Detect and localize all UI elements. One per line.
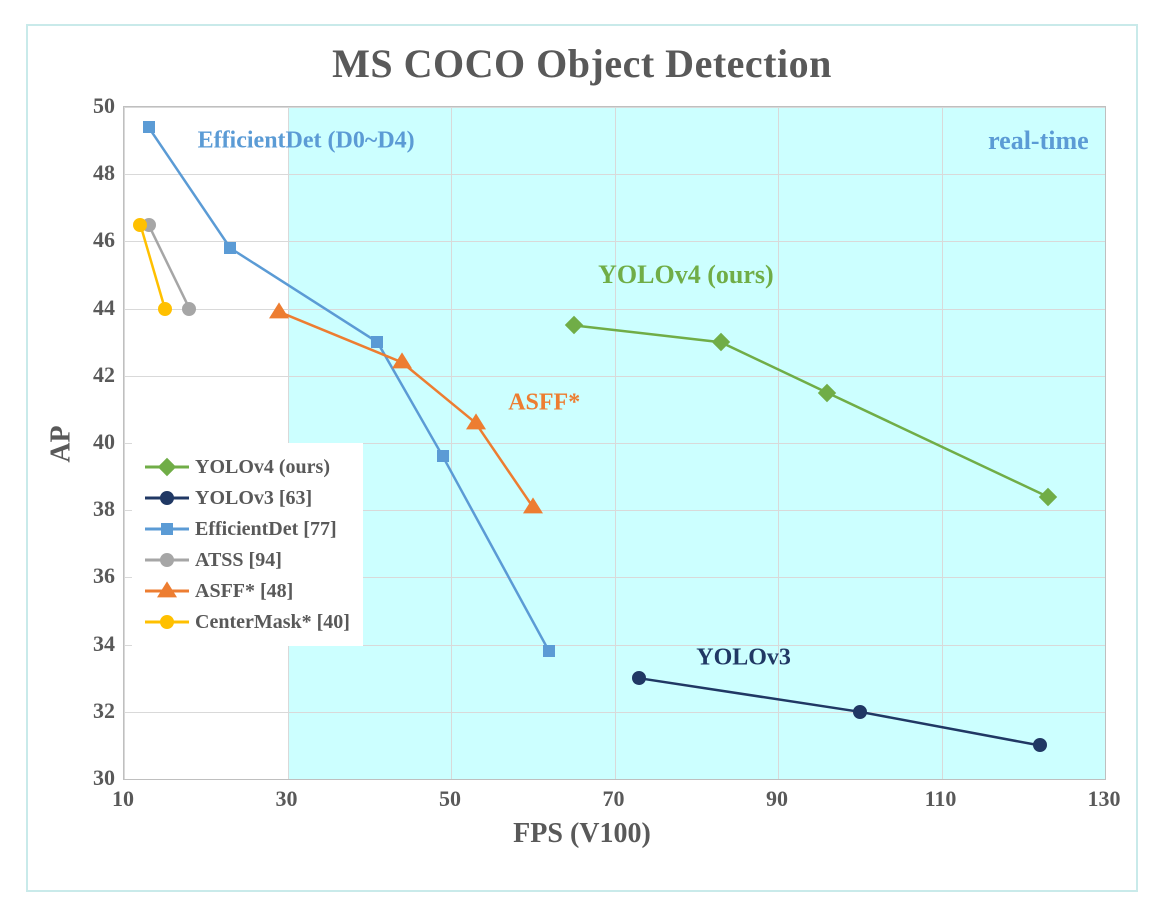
marker-square-icon bbox=[161, 523, 173, 535]
y-tick: 40 bbox=[85, 429, 115, 455]
legend-swatch bbox=[145, 579, 189, 603]
x-tick: 70 bbox=[603, 786, 625, 812]
x-tick: 90 bbox=[766, 786, 788, 812]
marker-circle-icon bbox=[142, 218, 156, 232]
plot-area: EfficientDet (D0~D4)real-timeYOLOv4 (our… bbox=[123, 106, 1106, 780]
legend-swatch bbox=[145, 486, 189, 510]
legend-label: YOLOv4 (ours) bbox=[195, 456, 330, 479]
grid-line-v bbox=[1105, 107, 1106, 779]
marker-diamond-icon bbox=[158, 458, 176, 476]
marker-circle-icon bbox=[158, 302, 172, 316]
x-tick: 30 bbox=[276, 786, 298, 812]
legend-swatch bbox=[145, 610, 189, 634]
x-tick: 130 bbox=[1088, 786, 1121, 812]
legend-label: ATSS [94] bbox=[195, 549, 282, 572]
series-line-atss bbox=[149, 225, 190, 309]
y-axis-label: AP bbox=[46, 425, 78, 462]
y-tick: 48 bbox=[85, 160, 115, 186]
legend-row-asff: ASFF* [48] bbox=[145, 577, 350, 605]
y-tick: 44 bbox=[85, 295, 115, 321]
marker-circle-icon bbox=[182, 302, 196, 316]
y-tick: 46 bbox=[85, 227, 115, 253]
marker-circle-icon bbox=[160, 553, 174, 567]
y-tick: 50 bbox=[85, 93, 115, 119]
legend-row-centermask: CenterMask* [40] bbox=[145, 608, 350, 636]
marker-triangle-icon bbox=[269, 302, 289, 318]
grid-line-v bbox=[124, 107, 125, 779]
chart-frame: MS COCO Object Detection EfficientDet (D… bbox=[26, 24, 1138, 892]
x-tick: 110 bbox=[925, 786, 957, 812]
realtime-region bbox=[288, 107, 1106, 779]
legend-row-efficientdet: EfficientDet [77] bbox=[145, 515, 350, 543]
marker-square-icon bbox=[143, 121, 155, 133]
legend-label: YOLOv3 [63] bbox=[195, 487, 312, 510]
legend-swatch bbox=[145, 548, 189, 572]
marker-square-icon bbox=[224, 242, 236, 254]
legend-label: CenterMask* [40] bbox=[195, 611, 350, 634]
legend: YOLOv4 (ours) YOLOv3 [63] EfficientDet [77… bbox=[132, 443, 363, 646]
x-axis-label: FPS (V100) bbox=[28, 818, 1136, 850]
marker-circle-icon bbox=[160, 491, 174, 505]
y-tick: 30 bbox=[85, 765, 115, 791]
legend-label: ASFF* [48] bbox=[195, 580, 293, 603]
y-tick: 42 bbox=[85, 362, 115, 388]
y-tick: 34 bbox=[85, 631, 115, 657]
legend-row-atss: ATSS [94] bbox=[145, 546, 350, 574]
x-tick: 50 bbox=[439, 786, 461, 812]
grid-line-h bbox=[124, 779, 1105, 780]
chart-title: MS COCO Object Detection bbox=[28, 40, 1136, 87]
y-tick: 32 bbox=[85, 698, 115, 724]
legend-swatch bbox=[145, 517, 189, 541]
legend-label: EfficientDet [77] bbox=[195, 518, 337, 541]
marker-triangle-icon bbox=[157, 581, 177, 597]
legend-row-yolov3: YOLOv3 [63] bbox=[145, 484, 350, 512]
legend-swatch bbox=[145, 455, 189, 479]
x-tick: 10 bbox=[112, 786, 134, 812]
series-line-centermask bbox=[140, 225, 165, 309]
y-tick: 36 bbox=[85, 563, 115, 589]
marker-circle-icon bbox=[133, 218, 147, 232]
figure-container: MS COCO Object Detection EfficientDet (D… bbox=[0, 0, 1164, 916]
y-tick: 38 bbox=[85, 496, 115, 522]
legend-row-yolov4: YOLOv4 (ours) bbox=[145, 453, 350, 481]
marker-circle-icon bbox=[160, 615, 174, 629]
